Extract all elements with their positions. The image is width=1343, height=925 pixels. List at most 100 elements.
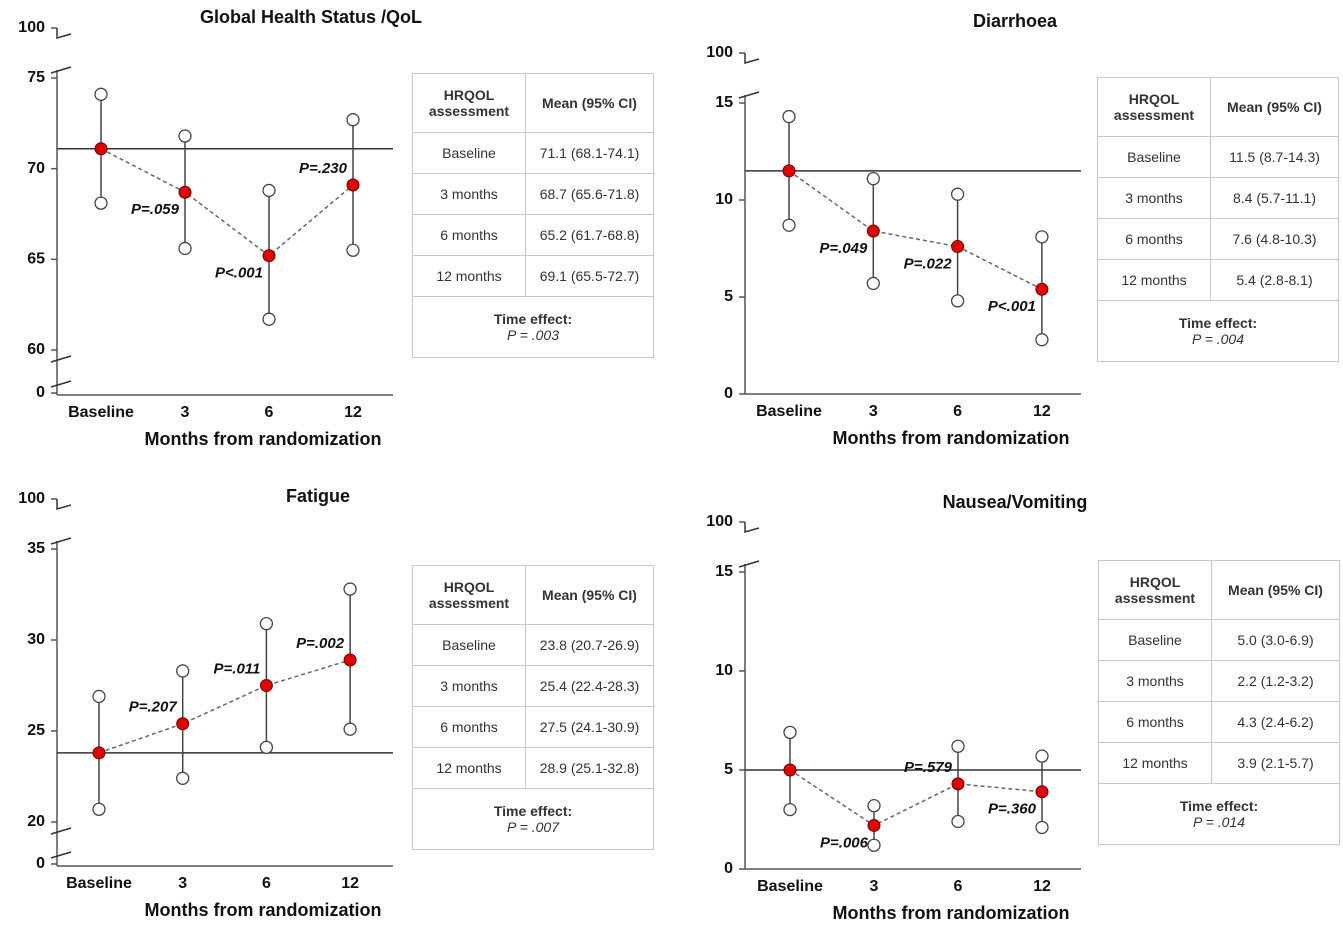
y-tick-label: 100 xyxy=(706,44,733,61)
table-cell: 23.8 (20.7-26.9) xyxy=(525,624,654,666)
chart-title: Global Health Status /QoL xyxy=(200,7,422,27)
table-cell: Baseline xyxy=(1097,136,1211,178)
ci-lower xyxy=(867,838,881,852)
table-row: 12 months 28.9 (25.1-32.8) xyxy=(412,747,654,789)
mean-point xyxy=(866,224,880,238)
x-tick-label: 6 xyxy=(265,404,274,421)
ci-lower xyxy=(782,218,796,232)
table-cell: 3 months xyxy=(412,173,526,215)
table-row: 6 months 4.3 (2.4-6.2) xyxy=(1098,701,1340,743)
ci-lower xyxy=(262,312,276,326)
ci-lower xyxy=(783,802,797,817)
mean-point xyxy=(178,185,192,199)
header-cell: Mean (95% CI) xyxy=(525,565,654,625)
ci-upper xyxy=(783,725,797,740)
table-header: HRQOL assessment Mean (95% CI) xyxy=(412,73,654,133)
footer-text: Time effect: xyxy=(493,803,573,819)
ci-lower xyxy=(1035,820,1049,835)
y-tick-label: 15 xyxy=(715,94,733,111)
mean-point xyxy=(94,142,108,156)
table-footer: Time effect: P = .003 xyxy=(412,296,654,358)
p-value-label: P<.001 xyxy=(215,265,263,282)
axis-break xyxy=(744,53,760,64)
table-header: HRQOL assessment Mean (95% CI) xyxy=(412,565,654,625)
y-tick-label: 100 xyxy=(18,19,45,36)
axis-break xyxy=(56,499,72,510)
table-cell: 7.6 (4.8-10.3) xyxy=(1210,218,1339,260)
y-tick-label: 60 xyxy=(27,341,45,358)
axis-break xyxy=(50,66,72,74)
x-axis-label: Months from randomization xyxy=(833,428,1070,448)
p-value-label: P=.002 xyxy=(296,635,345,652)
mean-line xyxy=(788,170,1043,290)
table-row: 3 months 2.2 (1.2-3.2) xyxy=(1098,660,1340,702)
y-tick-label: 0 xyxy=(36,855,45,872)
y-tick-label: 5 xyxy=(724,761,733,778)
y-tick-label: 35 xyxy=(27,540,45,557)
p-value-label: P=.049 xyxy=(819,240,868,257)
y-tick-label: 20 xyxy=(27,813,45,830)
ci-upper xyxy=(867,798,881,813)
x-tick-label: 12 xyxy=(1033,878,1051,895)
chart-title: Fatigue xyxy=(286,486,350,506)
ci-upper xyxy=(346,113,360,127)
footer-text: P = .014 xyxy=(1192,814,1246,830)
y-tick-label: 75 xyxy=(27,69,45,86)
table-row: Baseline 23.8 (20.7-26.9) xyxy=(412,624,654,666)
p-value-label: P<.001 xyxy=(988,298,1036,315)
table-cell: 71.1 (68.1-74.1) xyxy=(525,132,654,174)
footer-text: Time effect: xyxy=(1178,315,1258,331)
ci-upper xyxy=(178,129,192,143)
table-header: HRQOL assessment Mean (95% CI) xyxy=(1097,77,1339,137)
axis-break xyxy=(56,28,72,39)
mean-point xyxy=(176,717,190,731)
x-axis-label: Months from randomization xyxy=(145,900,382,920)
y-tick-label: 0 xyxy=(36,384,45,401)
axis-break xyxy=(744,522,760,533)
table-row: 3 months 8.4 (5.7-11.1) xyxy=(1097,177,1339,219)
ci-lower xyxy=(259,740,274,755)
header-cell: Mean (95% CI) xyxy=(525,73,654,133)
mean-point xyxy=(782,164,796,178)
table-cell: Baseline xyxy=(412,624,526,666)
footer-text: P = .007 xyxy=(506,819,560,835)
ci-upper xyxy=(866,172,880,186)
header-cell: HRQOL assessment xyxy=(412,565,526,625)
x-tick-label: 3 xyxy=(178,875,187,892)
footer-cell: Time effect: P = .014 xyxy=(1098,783,1340,845)
mean-point xyxy=(343,653,357,667)
ci-upper xyxy=(950,187,965,201)
y-tick-label: 10 xyxy=(715,662,733,679)
ci-upper xyxy=(176,664,190,678)
axis-break xyxy=(50,827,72,835)
table-row: 12 months 3.9 (2.1-5.7) xyxy=(1098,742,1340,784)
ci-lower xyxy=(950,294,965,308)
footer-text: Time effect: xyxy=(493,311,573,327)
ci-upper xyxy=(951,739,965,753)
y-tick-label: 100 xyxy=(18,490,45,507)
x-tick-label: 3 xyxy=(181,404,190,421)
x-tick-label: Baseline xyxy=(757,878,823,895)
mean-point xyxy=(867,818,881,832)
y-tick-label: 10 xyxy=(715,191,733,208)
ci-upper xyxy=(343,582,357,596)
footer-cell: Time effect: P = .004 xyxy=(1097,300,1339,362)
ci-lower xyxy=(346,243,360,257)
table-cell: 5.4 (2.8-8.1) xyxy=(1210,259,1339,301)
table-cell: 27.5 (24.1-30.9) xyxy=(525,706,654,748)
ci-lower xyxy=(178,241,192,256)
table-row: 12 months 5.4 (2.8-8.1) xyxy=(1097,259,1339,301)
table-cell: 11.5 (8.7-14.3) xyxy=(1210,136,1339,178)
mean-point xyxy=(951,777,965,791)
axis-break xyxy=(738,91,760,99)
footer-text: Time effect: xyxy=(1179,798,1259,814)
table-row: 6 months 7.6 (4.8-10.3) xyxy=(1097,218,1339,260)
table-cell: 25.4 (22.4-28.3) xyxy=(525,665,654,707)
y-tick-label: 65 xyxy=(27,251,45,268)
mean-point xyxy=(1035,282,1049,296)
table-cell: 6 months xyxy=(412,214,526,256)
hrqol-table: HRQOL assessment Mean (95% CI) Baseline 5.0… xyxy=(1098,560,1340,845)
mean-point xyxy=(259,679,273,692)
ci-upper xyxy=(94,87,108,101)
